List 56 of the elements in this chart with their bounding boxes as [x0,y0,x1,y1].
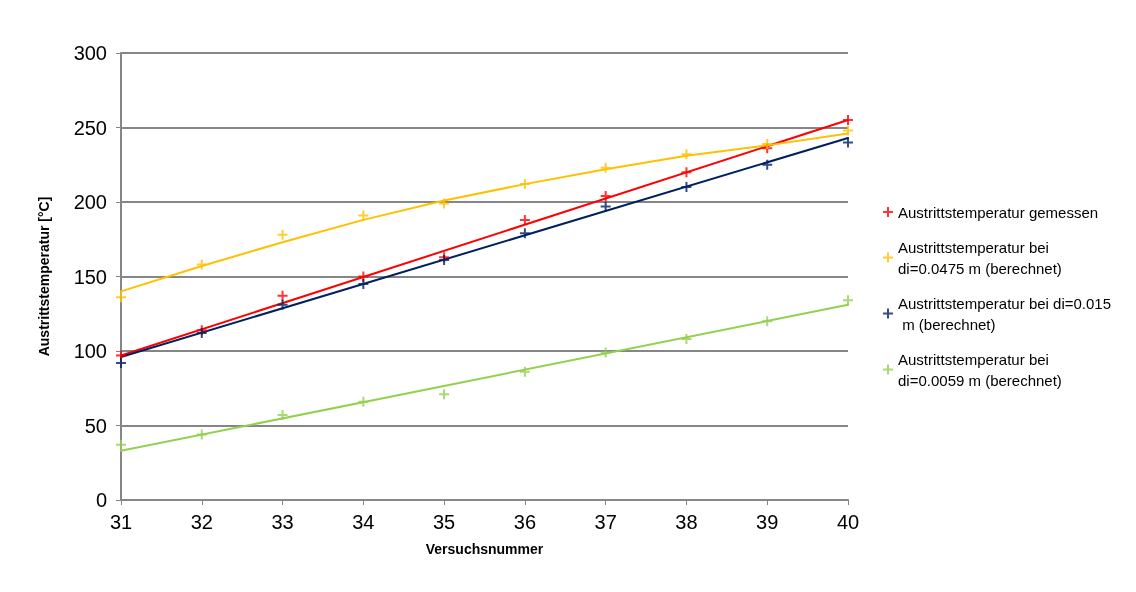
x-tick-label: 37 [594,511,617,533]
point [116,439,126,450]
y-tick-label: 0 [95,489,107,511]
point [358,396,369,407]
point [600,162,611,173]
legend-label: Austrittstemperatur bei di=0.015 m (berechnet) [898,294,1112,333]
x-tick-label: 36 [513,511,537,533]
point [277,229,288,240]
y-tick-label: 100 [73,340,107,362]
point [519,366,530,377]
point [843,295,853,306]
point [843,137,853,148]
point [277,290,288,301]
point [439,389,450,400]
x-tick-label: 31 [109,511,133,533]
y-axis-title: Austrittstemperatur [°C] [36,196,52,357]
y-tick-label: 150 [73,265,107,288]
point [600,201,611,212]
point [519,214,530,225]
point [600,191,611,202]
point [762,159,773,170]
x-tick-label: 38 [675,511,698,533]
x-tick-label: 34 [352,511,375,533]
x-tick-label: 32 [190,511,213,533]
point [277,299,288,310]
x-tick-label: 35 [432,511,456,533]
point [116,357,126,368]
y-tick-label: 300 [73,42,107,64]
point [358,278,369,289]
point [439,198,450,209]
legend-label: Austrittstemperatur bei di=0.0475 m (berechnet) [898,238,1062,277]
point [196,429,207,440]
point [358,210,369,221]
point [843,115,853,126]
point [277,410,288,421]
point [681,182,692,193]
x-tick-label: 39 [756,511,779,533]
x-tick-label: 33 [271,511,294,533]
point [519,228,530,239]
point [762,138,773,149]
legend-label: Austrittstemperatur bei di=0.0059 m (berechnet) [898,350,1062,389]
x-axis-title: Versuchsnummer [425,541,544,557]
point [600,347,611,358]
y-tick-label: 50 [84,414,107,437]
point [681,149,692,160]
y-tick-label: 200 [73,191,107,213]
point [681,334,692,345]
x-tick-label: 40 [836,511,860,533]
point [116,292,126,303]
point [762,316,773,327]
point [519,179,530,190]
point [196,259,207,270]
point [843,125,853,136]
legend-label: Austrittstemperatur gemessen [898,203,1099,221]
point [681,167,692,178]
y-tick-label: 250 [73,116,107,139]
